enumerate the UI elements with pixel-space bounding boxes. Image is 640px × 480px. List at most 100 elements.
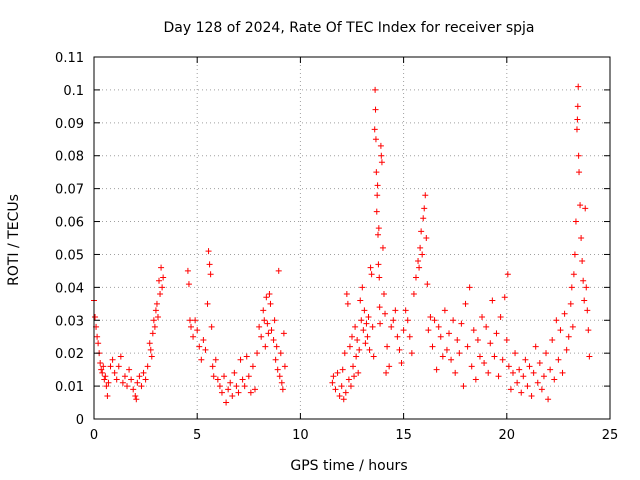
data-point [575, 152, 582, 159]
data-point [516, 366, 523, 373]
data-point [493, 330, 500, 337]
data-point [577, 202, 584, 209]
data-point [543, 350, 550, 357]
y-tick-label: 0.06 [55, 216, 84, 231]
data-point [586, 353, 593, 360]
data-point [357, 297, 364, 304]
data-point [274, 366, 281, 373]
data-point [361, 307, 368, 314]
data-point [158, 264, 165, 271]
data-point [359, 284, 366, 291]
data-point [382, 310, 389, 317]
data-point [499, 356, 506, 363]
data-point [256, 323, 263, 330]
data-point [437, 333, 444, 340]
data-point [121, 373, 128, 380]
data-point [575, 83, 582, 90]
data-point [386, 363, 393, 370]
data-point [151, 323, 158, 330]
data-point [184, 267, 191, 274]
data-point [377, 320, 384, 327]
data-point [200, 337, 207, 344]
data-point [279, 386, 286, 393]
data-point [103, 383, 110, 390]
data-points [91, 83, 593, 406]
data-point [583, 284, 590, 291]
data-point [439, 353, 446, 360]
data-point [254, 350, 261, 357]
data-point [472, 376, 479, 383]
data-point [95, 340, 102, 347]
data-point [150, 317, 157, 324]
data-point [503, 337, 510, 344]
plot-frame [93, 56, 611, 420]
data-point [376, 274, 383, 281]
y-tick-label: 0.05 [55, 248, 84, 263]
data-point [585, 327, 592, 334]
data-point [514, 379, 521, 386]
data-point [536, 360, 543, 367]
data-point [578, 235, 585, 241]
data-point [418, 228, 425, 235]
data-point [584, 307, 591, 314]
x-tick-label: 25 [602, 428, 619, 443]
data-point [198, 356, 205, 363]
data-point [540, 373, 547, 380]
data-point [149, 330, 156, 337]
data-point [553, 317, 560, 324]
data-point [207, 271, 214, 278]
data-point [346, 343, 353, 350]
data-point [468, 363, 475, 370]
data-point [574, 116, 581, 123]
data-point [448, 356, 455, 363]
data-point [567, 300, 574, 307]
data-point [404, 317, 411, 324]
data-point [280, 330, 287, 337]
y-tick-label: 0.11 [55, 51, 84, 66]
data-point [460, 383, 467, 390]
data-point [362, 340, 369, 347]
y-tick-label: 0.04 [55, 281, 84, 296]
data-point [261, 317, 268, 324]
data-point [266, 290, 273, 297]
data-point [216, 383, 223, 390]
data-point [551, 376, 558, 383]
data-point [154, 313, 161, 320]
data-point [379, 244, 386, 251]
data-point [218, 389, 225, 396]
data-point [476, 353, 483, 360]
data-point [518, 389, 525, 396]
data-point [398, 360, 405, 367]
data-point [275, 267, 282, 274]
data-point [349, 333, 355, 340]
data-point [390, 317, 397, 324]
data-point [375, 231, 382, 238]
data-point [375, 261, 382, 268]
data-point [545, 396, 552, 403]
data-point [338, 383, 345, 390]
data-point [491, 353, 498, 360]
data-point [425, 327, 432, 334]
data-point [111, 369, 118, 376]
data-point [128, 376, 135, 383]
data-point [160, 274, 167, 281]
data-point [126, 366, 133, 373]
x-tick-label: 20 [499, 428, 516, 443]
data-point [260, 307, 267, 314]
data-point [105, 379, 112, 386]
y-axis-label: ROTI / TECUs [6, 194, 22, 286]
data-point [190, 333, 197, 340]
x-tick-label: 0 [90, 428, 98, 443]
data-point [208, 323, 215, 330]
data-point [205, 248, 212, 255]
data-point [258, 333, 265, 340]
data-point [251, 386, 258, 393]
data-point [115, 363, 122, 370]
data-point [272, 356, 279, 363]
data-point [101, 376, 108, 383]
data-point [534, 379, 541, 386]
data-point [330, 373, 337, 380]
x-tick-label: 5 [193, 428, 201, 443]
data-point [344, 300, 351, 307]
data-point [462, 300, 469, 307]
